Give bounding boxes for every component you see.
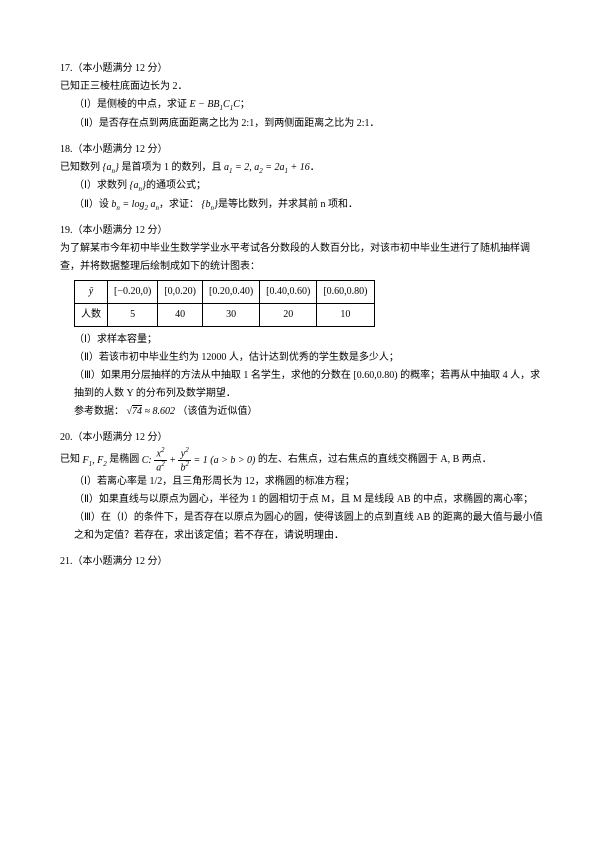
question-20: 20.（本小题满分 12 分） 已知 F1, F2 是椭圆 C: x2a2 + …: [60, 429, 545, 545]
q19-p1-label: （Ⅰ）: [74, 334, 97, 345]
q18-part2: （Ⅱ）设 bn = log2 an，求证： {bn}是等比数列，并求其前 n 项…: [60, 196, 545, 215]
q19-h0: [−0.20,0): [108, 281, 158, 304]
q19-h4: [0.60,0.80): [317, 281, 374, 304]
q19-part1: （Ⅰ）求样本容量；: [60, 331, 545, 349]
q20-ellipse: C: x2a2 + y2b2 = 1 (a > b > 0): [142, 455, 258, 466]
q19-h2: [0.20,0.40): [202, 281, 259, 304]
q19-ylabel: ŷ: [75, 281, 108, 304]
q18-p2-tail: 是等比数列，并求其前 n 项和．: [218, 199, 358, 210]
q19-p3-label: （Ⅲ）: [74, 370, 101, 381]
q17-number: 17.（本小题满分 12 分）: [60, 60, 545, 78]
table-row: 人数 5 40 30 20 10: [75, 304, 375, 327]
q19-c3: 20: [260, 304, 317, 327]
q18-part1: （Ⅰ）求数列 {an}的通项公式；: [60, 177, 545, 196]
q17-p1-tail: ；: [240, 99, 250, 110]
q20-number: 20.（本小题满分 12 分）: [60, 429, 545, 447]
q20-p2-text: 如果直线与以原点为圆心，半径为 1 的圆相切于点 M，且 M 是线段 AB 的中…: [99, 494, 533, 505]
q19-rowlabel: 人数: [75, 304, 108, 327]
q19-part2: （Ⅱ）若该市初中毕业生约为 12000 人，估计达到优秀的学生数是多少人；: [60, 349, 545, 367]
q20-stem1: 已知: [60, 455, 80, 466]
q20-p3-text: 在（Ⅰ）的条件下，是否存在以原点为圆心的圆，使得该圆上的点到直线 AB 的距离的…: [74, 512, 543, 541]
q19-c1: 40: [158, 304, 203, 327]
q19-hint-tail: （该值为近似值）: [178, 406, 258, 417]
q17-p2-label: （Ⅱ）: [74, 118, 99, 129]
q20-part3: （Ⅲ）在（Ⅰ）的条件下，是否存在以原点为圆心的圆，使得该圆上的点到直线 AB 的…: [60, 509, 545, 545]
table-row: ŷ [−0.20,0) [0,0.20) [0.20,0.40) [0.40,0…: [75, 281, 375, 304]
q17-stem: 已知正三棱柱底面边长为 2．: [60, 78, 545, 96]
question-19: 19.（本小题满分 12 分） 为了解某市今年初中毕业生数学学业水平考试各分数段…: [60, 222, 545, 421]
q20-stem: 已知 F1, F2 是椭圆 C: x2a2 + y2b2 = 1 (a > b …: [60, 447, 545, 473]
q18-p2-text: 设: [99, 199, 109, 210]
q19-hint-formula: √74 ≈ 8.602: [127, 406, 176, 417]
q19-hint: 参考数据： √74 ≈ 8.602 （该值为近似值）: [60, 403, 545, 421]
question-17: 17.（本小题满分 12 分） 已知正三棱柱底面边长为 2． （Ⅰ）是侧棱的中点…: [60, 60, 545, 133]
q18-stem: 已知数列 {an} 是首项为 1 的数列，且 a1 = 2, a2 = 2a1 …: [60, 159, 545, 178]
q19-number: 19.（本小题满分 12 分）: [60, 222, 545, 240]
q20-part1: （Ⅰ）若离心率是 1/2，且三角形周长为 12，求椭圆的标准方程；: [60, 473, 545, 491]
q20-p1-label: （Ⅰ）: [74, 476, 97, 487]
q18-p1-seq: {an}: [129, 180, 146, 191]
q19-c2: 30: [202, 304, 259, 327]
q18-p1-text: 求数列: [97, 180, 127, 191]
q17-p1-formula: E − BB1C1C: [189, 99, 239, 110]
q18-rec: a1 = 2, a2 = 2a1 + 16: [224, 162, 310, 173]
q17-part1: （Ⅰ）是侧棱的中点，求证 E − BB1C1C；: [60, 96, 545, 115]
q20-foci: F1, F2: [83, 455, 107, 466]
q18-seq: {an}: [103, 162, 120, 173]
q20-stem2: 是椭圆: [109, 455, 139, 466]
q20-part2: （Ⅱ）如果直线与以原点为圆心，半径为 1 的圆相切于点 M，且 M 是线段 AB…: [60, 491, 545, 509]
q18-p2-mid: ，求证：: [159, 199, 199, 210]
q17-p2-text: 是否存在点到两底面距离之比为 2:1，到两侧面距离之比为 2:1．: [99, 118, 380, 129]
q19-stem: 为了解某市今年初中毕业生数学学业水平考试各分数段的人数百分比，对该市初中毕业生进…: [60, 240, 545, 276]
q18-p2-formula: bn = log2 an: [111, 199, 159, 210]
q18-p2-label: （Ⅱ）: [74, 199, 99, 210]
q17-p1-label: （Ⅰ）: [74, 99, 97, 110]
q19-p1-text: 求样本容量；: [97, 334, 157, 345]
q17-p1-text: 是侧棱的中点，求证: [97, 99, 187, 110]
q19-h3: [0.40,0.60): [260, 281, 317, 304]
question-21: 21.（本小题满分 12 分）: [60, 553, 545, 571]
q18-p2-seq: {bn}: [201, 199, 218, 210]
q18-stem1: 已知数列: [60, 162, 100, 173]
q19-p3-text: 如果用分层抽样的方法从中抽取 1 名学生，求他的分数在 [0.60,0.80) …: [74, 370, 540, 399]
q19-p2-label: （Ⅱ）: [74, 352, 99, 363]
q19-h1: [0,0.20): [158, 281, 203, 304]
q20-stem3: 的左、右焦点，过右焦点的直线交椭圆于 A, B 两点．: [258, 455, 492, 466]
q18-stem2: 是首项为 1 的数列，且: [122, 162, 222, 173]
q21-number: 21.（本小题满分 12 分）: [60, 553, 545, 571]
q19-c0: 5: [108, 304, 158, 327]
q18-stem3: ．: [310, 162, 320, 173]
q19-table: ŷ [−0.20,0) [0,0.20) [0.20,0.40) [0.40,0…: [74, 280, 375, 327]
q19-part3: （Ⅲ）如果用分层抽样的方法从中抽取 1 名学生，求他的分数在 [0.60,0.8…: [60, 367, 545, 403]
q17-part2: （Ⅱ）是否存在点到两底面距离之比为 2:1，到两侧面距离之比为 2:1．: [60, 115, 545, 133]
question-18: 18.（本小题满分 12 分） 已知数列 {an} 是首项为 1 的数列，且 a…: [60, 141, 545, 215]
q18-p1-label: （Ⅰ）: [74, 180, 97, 191]
q19-hint-label: 参考数据：: [74, 406, 124, 417]
q19-p2-text: 若该市初中毕业生约为 12000 人，估计达到优秀的学生数是多少人；: [99, 352, 399, 363]
q18-number: 18.（本小题满分 12 分）: [60, 141, 545, 159]
q20-p1-text: 若离心率是 1/2，且三角形周长为 12，求椭圆的标准方程；: [97, 476, 355, 487]
q19-c4: 10: [317, 304, 374, 327]
q20-p2-label: （Ⅱ）: [74, 494, 99, 505]
q18-p1-tail: 的通项公式；: [146, 180, 206, 191]
q20-p3-label: （Ⅲ）: [74, 512, 101, 523]
